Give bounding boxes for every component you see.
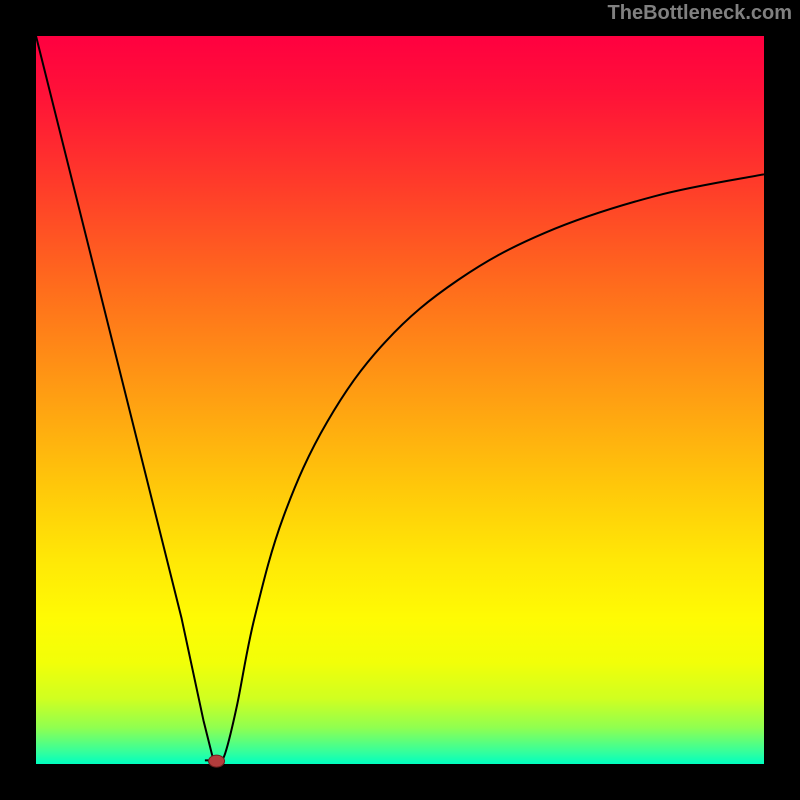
watermark-text: TheBottleneck.com bbox=[608, 2, 792, 25]
chart-container: { "watermark": { "text": "TheBottleneck.… bbox=[0, 0, 800, 800]
bottleneck-chart bbox=[0, 0, 800, 800]
plot-background bbox=[36, 36, 764, 764]
optimal-point-marker bbox=[209, 755, 225, 767]
